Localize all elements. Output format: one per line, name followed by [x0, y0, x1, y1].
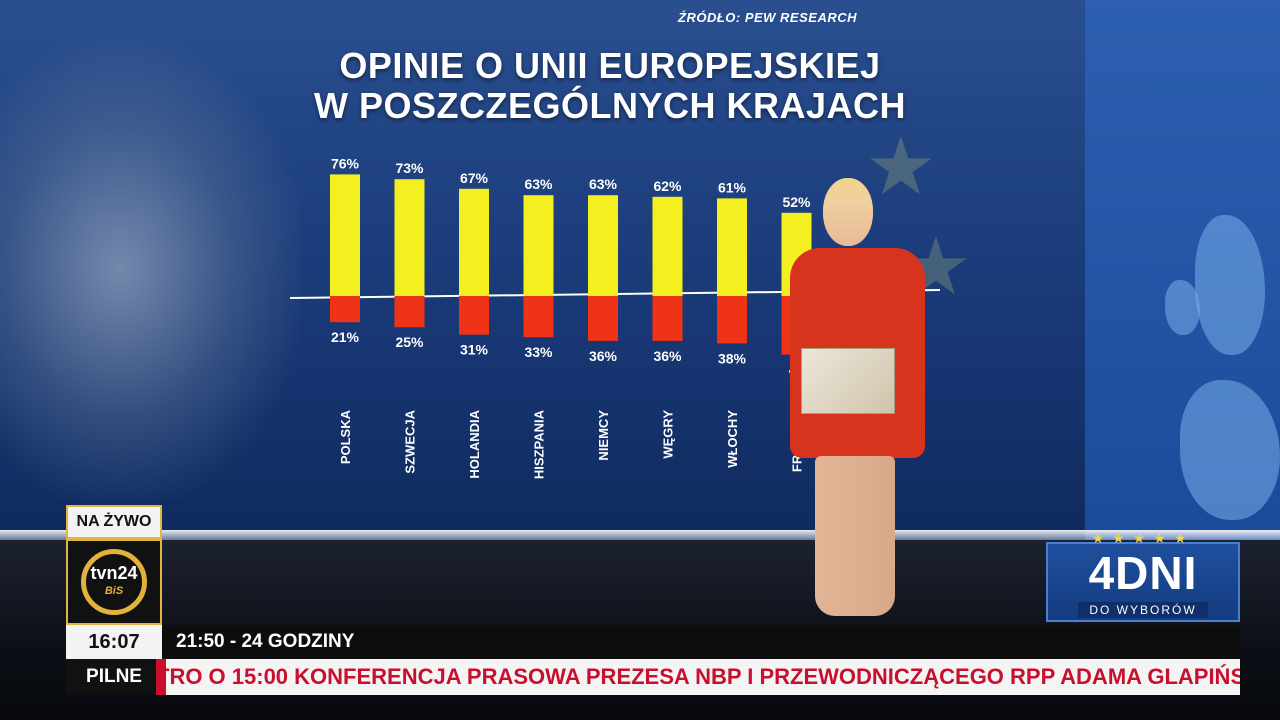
label-negative: 33% [524, 344, 553, 360]
bar-positive [330, 174, 360, 296]
great-britain-shape [1195, 215, 1265, 355]
category-label: WĘGRY [661, 410, 676, 459]
studio-video-wall: ★ ★ [0, 0, 1280, 540]
chart-title: OPINIE O UNII EUROPEJSKIEJ W POSZCZEGÓLN… [310, 46, 910, 126]
bar-positive [588, 195, 618, 296]
bar-negative [652, 296, 683, 341]
chart-title-line2: W POSZCZEGÓLNYCH KRAJACH [313, 85, 906, 126]
channel-logo: tvn24 BiS [66, 539, 162, 625]
star-row-icon: ★★★★★ [1091, 530, 1195, 546]
countdown-days: 4DNI [1088, 547, 1198, 599]
presenter-card [801, 348, 895, 414]
label-negative: 31% [460, 342, 489, 358]
label-positive: 62% [653, 178, 682, 194]
bar-negative [459, 296, 489, 335]
label-positive: 63% [524, 176, 553, 192]
live-badge: NA ŻYWO [66, 505, 162, 539]
logo-ring-icon: tvn24 BiS [81, 549, 147, 615]
category-label: HISZPANIA [532, 409, 547, 479]
label-negative: 38% [718, 350, 747, 366]
logo-sub-text: BiS [104, 585, 124, 597]
bar-positive [394, 179, 425, 296]
bar-chart: 76% 21% POLSKA 73% 25% SZWECJA 67% 31% HOLANDIA 6… [289, 155, 941, 479]
label-positive: 76% [331, 155, 360, 171]
pilne-label: PILNE [66, 659, 162, 695]
bar-negative [523, 296, 554, 338]
bar-positive [459, 188, 489, 296]
label-positive: 67% [460, 170, 489, 186]
countdown-caption: DO WYBORÓW [1078, 602, 1208, 618]
label-negative: 21% [331, 329, 360, 345]
label-negative: 36% [589, 348, 618, 364]
label-positive: 61% [718, 179, 747, 195]
category-label: WŁOCHY [725, 410, 740, 468]
source-label: ŹRÓDŁO: PEW RESEARCH [678, 10, 857, 25]
label-negative: 36% [653, 348, 682, 364]
next-program-text: 21:50 - 24 GODZINY [176, 631, 355, 652]
ticker-edge-marker [156, 659, 166, 695]
news-ticker: TRO O 15:00 KONFERENCJA PRASOWA PREZESA … [162, 659, 1240, 695]
bar-negative [588, 296, 618, 341]
label-positive: 63% [589, 176, 618, 192]
bar-negative [717, 296, 747, 344]
clock: 16:07 [66, 625, 162, 659]
bar-negative [394, 296, 425, 328]
presenter-head [823, 178, 873, 246]
category-label: POLSKA [338, 409, 353, 464]
label-positive: 52% [782, 194, 811, 210]
continent-shape [1180, 380, 1280, 520]
presenter [785, 178, 930, 628]
chart-title-line1: OPINIE O UNII EUROPEJSKIEJ [339, 45, 881, 86]
eu-star-decoration: ★ [865, 122, 937, 211]
bar-positive [717, 198, 747, 296]
crowd-background-image [0, 40, 300, 500]
election-countdown: ★★★★★ 4DNI DO WYBORÓW [1046, 530, 1240, 622]
category-label: NIEMCY [596, 410, 611, 461]
bar-negative [330, 296, 360, 323]
label-positive: 73% [395, 160, 424, 176]
label-negative: 25% [395, 334, 424, 350]
ireland-shape [1165, 280, 1200, 335]
logo-main-text: tvn24 [90, 563, 138, 583]
category-label: SZWECJA [403, 409, 418, 473]
presenter-legs [815, 456, 895, 616]
ticker-text: TRO O 15:00 KONFERENCJA PRASOWA PREZESA … [162, 664, 1240, 689]
bar-positive [523, 195, 554, 296]
europe-map-panel [1085, 0, 1280, 540]
bar-positive [652, 196, 683, 296]
next-program-bar: 21:50 - 24 GODZINY [162, 625, 1240, 659]
category-label: HOLANDIA [467, 409, 482, 478]
